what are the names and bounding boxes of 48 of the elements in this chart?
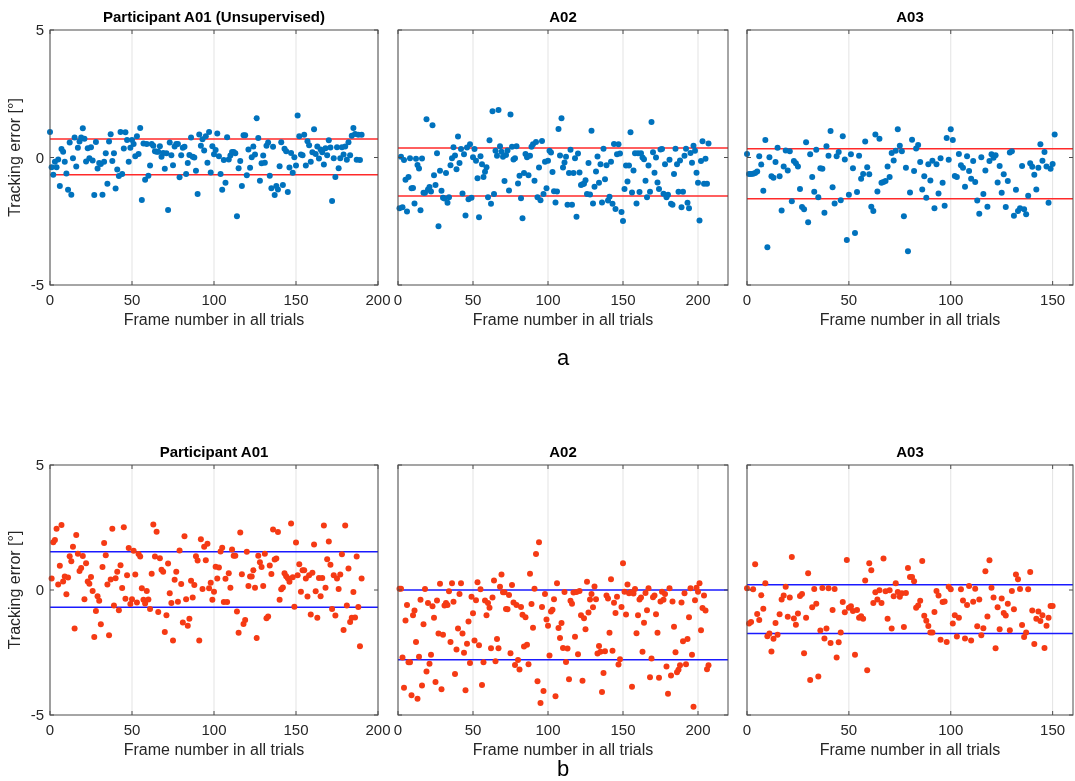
y-tick-label: 5 <box>35 21 44 38</box>
x-tick-label: 200 <box>685 721 711 738</box>
y-tick-label: -5 <box>30 706 44 723</box>
x-axis-title: Frame number in all trials <box>819 741 1001 758</box>
x-tick-label: 50 <box>840 721 858 738</box>
x-tick-label: 200 <box>685 291 711 308</box>
x-tick-label: 150 <box>1040 721 1066 738</box>
y-axis-title: Tracking error [°] <box>6 98 23 217</box>
x-tick-label: 50 <box>840 291 858 308</box>
x-tick-label: 50 <box>464 291 482 308</box>
x-tick-label: 150 <box>1040 291 1066 308</box>
text: a <box>556 345 570 370</box>
x-tick-label: 50 <box>123 291 141 308</box>
x-tick-label: 100 <box>201 291 227 308</box>
x-tick-label: 150 <box>283 291 309 308</box>
x-axis-title: Frame number in all trials <box>472 741 654 758</box>
chart-title: Participant A01 <box>159 443 269 460</box>
x-tick-label: 200 <box>365 291 391 308</box>
chart-title: A03 <box>896 443 924 460</box>
x-axis-title: Frame number in all trials <box>819 311 1001 328</box>
y-axis-title: Tracking error [°] <box>6 530 23 650</box>
chart-title: A02 <box>549 8 577 25</box>
x-tick-label: 100 <box>938 291 964 308</box>
chart-title: A02 <box>549 443 577 460</box>
x-tick-label: 0 <box>742 291 752 308</box>
x-tick-label: 100 <box>938 721 964 738</box>
x-tick-label: 0 <box>393 721 403 738</box>
x-tick-label: 200 <box>365 721 391 738</box>
text: b <box>556 756 570 781</box>
x-tick-label: 100 <box>535 291 561 308</box>
x-tick-label: 50 <box>123 721 141 738</box>
x-axis-title: Frame number in all trials <box>472 311 654 328</box>
x-tick-label: 150 <box>610 291 636 308</box>
y-tick-label: 0 <box>35 148 44 166</box>
x-tick-label: 0 <box>742 721 752 738</box>
chart-title: Participant A01 (Unsupervised) <box>102 8 326 25</box>
x-tick-label: 0 <box>393 291 403 308</box>
x-axis-title: Frame number in all trials <box>123 741 305 758</box>
y-tick-label: 5 <box>35 456 44 473</box>
x-tick-label: 150 <box>610 721 636 738</box>
x-axis-title: Frame number in all trials <box>123 311 305 328</box>
x-tick-label: 150 <box>283 721 309 738</box>
chart-title: A03 <box>896 8 924 25</box>
x-tick-label: 50 <box>464 721 482 738</box>
x-tick-label: 100 <box>535 721 561 738</box>
x-tick-label: 100 <box>201 721 227 738</box>
y-tick-label: -5 <box>30 276 44 293</box>
y-tick-label: 0 <box>35 581 44 598</box>
